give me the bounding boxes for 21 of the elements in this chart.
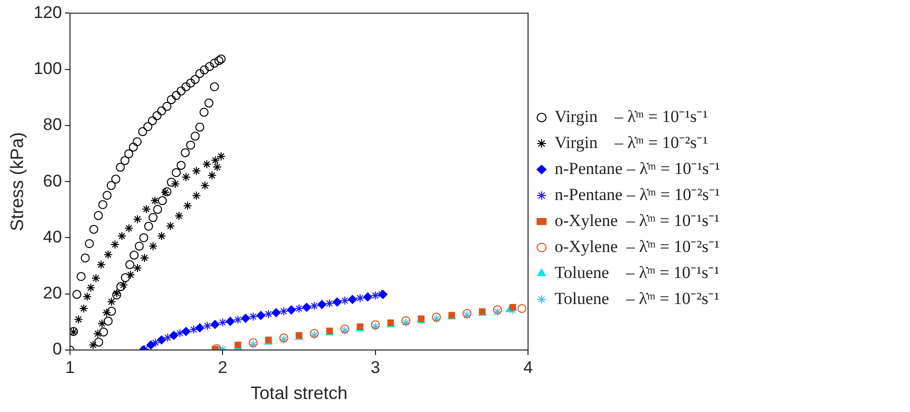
legend-label: n-Pentane – λ̇ᵐ = 10⁻¹s⁻¹ [554, 158, 720, 178]
y-axis-title: Stress (kPa) [6, 132, 27, 232]
y-tick-label: 0 [52, 340, 62, 359]
x-tick-label: 4 [523, 358, 533, 377]
legend-label: Toluene – λ̇ᵐ = 10⁻¹s⁻¹ [554, 262, 720, 282]
x-axis-title: Total stretch [250, 383, 348, 404]
y-tick-label: 80 [43, 115, 62, 134]
x-tick-label: 1 [65, 358, 75, 377]
legend-label: Toluene – λ̇ᵐ = 10⁻²s⁻¹ [554, 288, 720, 308]
y-tick-label: 40 [43, 227, 62, 246]
x-tick-label: 3 [370, 358, 380, 377]
y-tick-label: 100 [34, 59, 62, 78]
legend-label: o-Xylene – λ̇ᵐ = 10⁻¹s⁻¹ [554, 210, 720, 230]
y-tick-label: 120 [34, 2, 62, 22]
y-tick-label: 20 [43, 284, 62, 303]
legend-label: o-Xylene – λ̇ᵐ = 10⁻²s⁻¹ [554, 236, 720, 256]
y-tick-label: 60 [43, 171, 62, 190]
x-tick-label: 2 [218, 358, 228, 377]
legend-label: Virgin – λ̇ᵐ = 10⁻²s⁻¹ [554, 132, 708, 152]
legend-label: n-Pentane – λ̇ᵐ = 10⁻²s⁻¹ [554, 184, 720, 204]
legend-label: Virgin – λ̇ᵐ = 10⁻¹s⁻¹ [554, 106, 708, 126]
